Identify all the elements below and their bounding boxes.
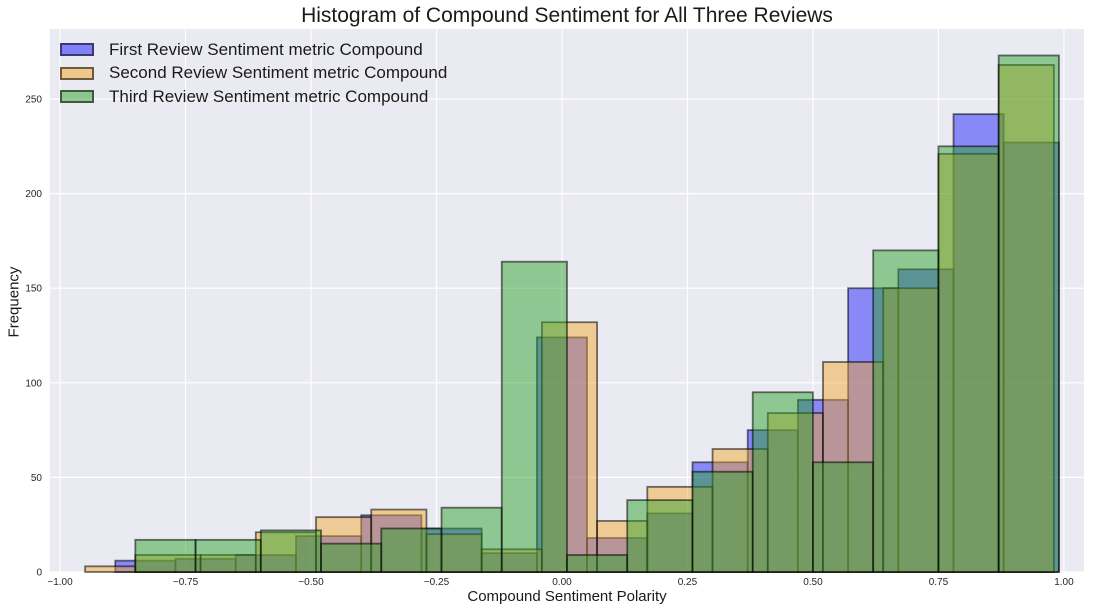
legend-swatch-second-review bbox=[60, 66, 94, 80]
x-tick-label: −1.00 bbox=[47, 577, 73, 588]
legend-label-first-review: First Review Sentiment metric Compound bbox=[109, 39, 423, 59]
x-axis-label: Compound Sentiment Polarity bbox=[467, 588, 667, 605]
bar-second-review-6 bbox=[425, 533, 483, 573]
bar-third-review-5 bbox=[440, 506, 503, 573]
chart-title: Histogram of Compound Sentiment for All … bbox=[301, 4, 833, 27]
bar-first-review-11 bbox=[746, 429, 799, 573]
bar-third-review-2 bbox=[259, 529, 322, 573]
bar-second-review-8 bbox=[541, 321, 599, 573]
legend-swatch-third-review bbox=[60, 90, 94, 104]
x-tick-label: 0.00 bbox=[552, 577, 572, 588]
series-third-review bbox=[134, 54, 1060, 573]
legend-label-third-review: Third Review Sentiment metric Compound bbox=[109, 86, 429, 106]
y-tick-label: 150 bbox=[25, 284, 42, 295]
bar-first-review-15 bbox=[952, 113, 1005, 573]
y-tick-label: 50 bbox=[31, 473, 43, 484]
y-tick-label: 0 bbox=[36, 568, 42, 579]
bar-first-review-3 bbox=[295, 535, 363, 573]
bar-second-review-10 bbox=[646, 485, 714, 573]
bar-second-review-0 bbox=[84, 565, 137, 573]
bar-second-review-15 bbox=[937, 152, 1000, 573]
bar-third-review-10 bbox=[751, 391, 814, 573]
bars-layer bbox=[84, 54, 1060, 573]
bar-third-review-11 bbox=[812, 461, 875, 573]
legend-label-second-review: Second Review Sentiment metric Compound bbox=[109, 63, 448, 83]
x-tick-label: −0.75 bbox=[173, 577, 199, 588]
bar-second-review-14 bbox=[882, 287, 940, 573]
bar-third-review-4 bbox=[380, 527, 443, 573]
legend-item-first-review: First Review Sentiment metric Compound bbox=[60, 38, 447, 62]
x-tick-label: −0.50 bbox=[298, 577, 324, 588]
bar-third-review-9 bbox=[691, 470, 754, 573]
x-tick-label: 0.25 bbox=[678, 577, 698, 588]
bar-second-review-11 bbox=[711, 448, 769, 573]
bar-second-review-16 bbox=[997, 64, 1055, 573]
bar-third-review-6 bbox=[500, 260, 568, 573]
y-tick-label: 100 bbox=[25, 378, 42, 389]
bar-third-review-13 bbox=[937, 145, 1000, 573]
x-tick-label: 0.50 bbox=[803, 577, 823, 588]
bar-third-review-7 bbox=[566, 554, 629, 573]
x-tick-label: 0.75 bbox=[929, 577, 949, 588]
bar-first-review-14 bbox=[897, 268, 955, 573]
bar-third-review-14 bbox=[997, 54, 1060, 573]
bar-third-review-8 bbox=[626, 499, 694, 573]
y-axis-label: Frequency bbox=[5, 266, 23, 338]
x-tick-label: 1.00 bbox=[1054, 577, 1074, 588]
y-tick-label: 250 bbox=[25, 95, 42, 106]
legend-item-third-review: Third Review Sentiment metric Compound bbox=[60, 85, 447, 109]
series-first-review bbox=[114, 113, 1060, 573]
y-tick-label: 200 bbox=[25, 189, 42, 200]
bar-second-review-9 bbox=[596, 520, 649, 573]
legend-swatch-first-review bbox=[60, 43, 94, 57]
x-tick-label: −0.25 bbox=[424, 577, 450, 588]
bar-third-review-3 bbox=[320, 542, 383, 573]
y-tick-labels: 0 50 100 150 200 250 bbox=[25, 95, 42, 579]
bar-third-review-1 bbox=[194, 538, 262, 573]
legend: First Review Sentiment metric Compound S… bbox=[60, 38, 447, 109]
x-tick-labels: −1.00 −0.75 −0.50 −0.25 0.00 0.25 0.50 0.75 1.00 bbox=[47, 577, 1074, 588]
bar-third-review-12 bbox=[872, 249, 940, 573]
bar-third-review-0 bbox=[134, 538, 197, 573]
legend-item-second-review: Second Review Sentiment metric Compound bbox=[60, 62, 447, 86]
